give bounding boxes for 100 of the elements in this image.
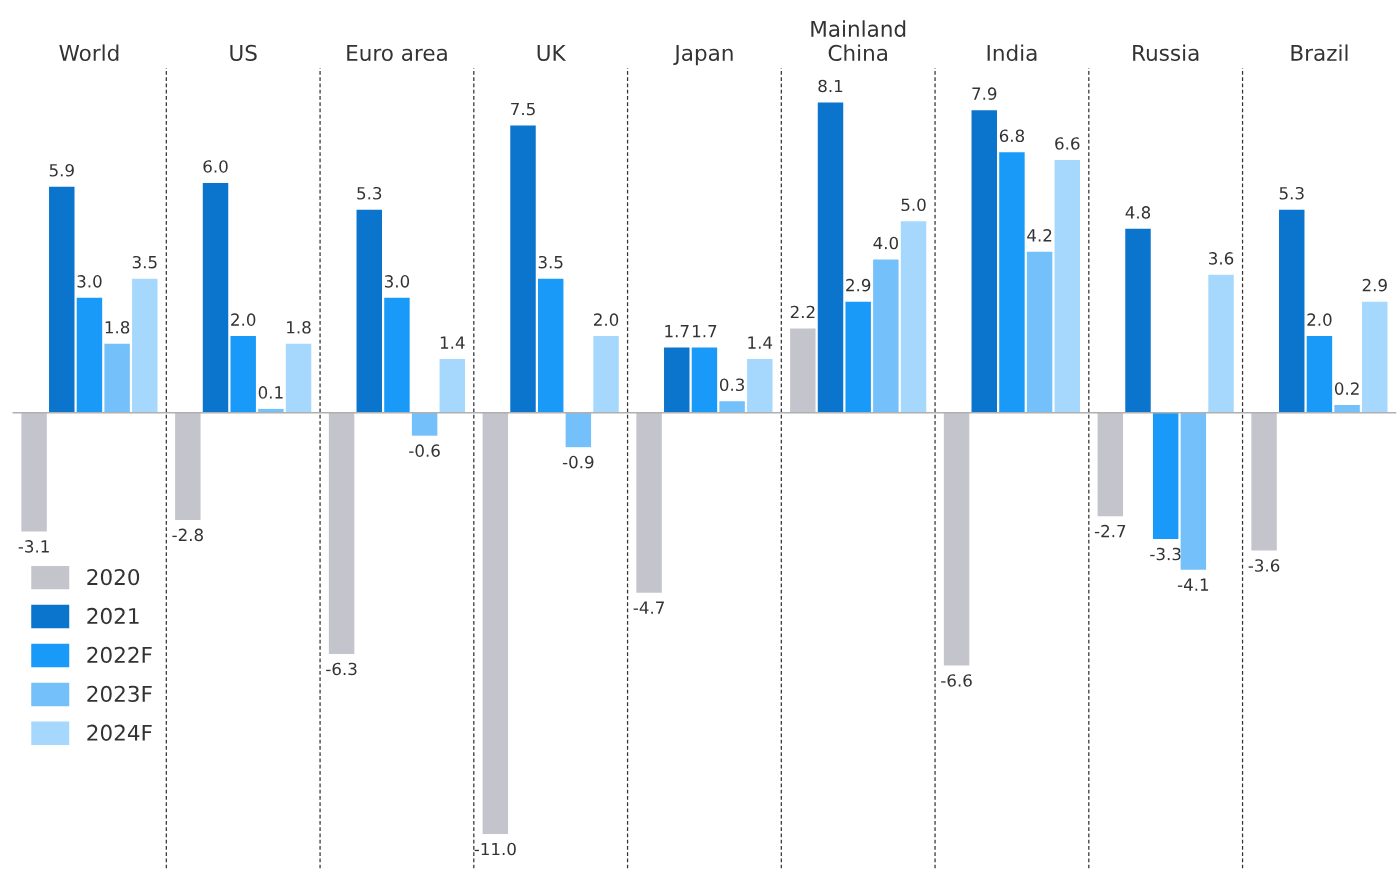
data-label: 2.0 xyxy=(594,313,619,326)
legend-label: 2024F xyxy=(87,724,152,741)
data-label: 4.0 xyxy=(873,236,899,250)
bar xyxy=(1180,412,1207,570)
legend-label: 2021 xyxy=(87,607,139,625)
legend-label: 2022F xyxy=(87,646,152,664)
data-label: -6.3 xyxy=(326,662,357,676)
bar xyxy=(1334,405,1360,413)
x-tick-label: Brazil xyxy=(1291,44,1348,62)
data-label: -6.6 xyxy=(941,674,972,687)
bar xyxy=(593,336,619,413)
bar xyxy=(817,102,844,413)
bar xyxy=(537,278,564,413)
data-label: 5.9 xyxy=(49,163,74,177)
bar xyxy=(21,412,47,532)
bar xyxy=(1279,209,1305,413)
x-tick-label: Mainland China xyxy=(811,20,906,62)
bar xyxy=(999,152,1025,413)
bar xyxy=(1208,274,1234,413)
data-label: 3.5 xyxy=(132,255,157,269)
data-label: 5.0 xyxy=(901,198,926,212)
legend-label: 2020 xyxy=(87,568,140,586)
bar xyxy=(790,328,816,413)
data-label: 1.8 xyxy=(287,320,311,334)
data-label: 0.2 xyxy=(1334,382,1359,395)
data-label: 0.1 xyxy=(258,386,283,399)
bar xyxy=(900,221,927,413)
bar xyxy=(1306,336,1333,413)
bar xyxy=(1026,251,1053,413)
bar xyxy=(719,401,745,413)
data-label: 4.8 xyxy=(1125,206,1151,219)
bar xyxy=(636,412,662,593)
x-tick-label: US xyxy=(230,44,257,62)
data-label: 7.5 xyxy=(511,102,535,116)
data-label: 0.3 xyxy=(719,378,745,392)
data-label: 1.7 xyxy=(665,325,689,338)
bar xyxy=(1152,412,1179,540)
bar xyxy=(747,359,773,413)
data-label: 8.1 xyxy=(818,79,843,93)
data-label: -0.6 xyxy=(409,444,440,457)
bar xyxy=(1054,159,1081,413)
data-label: 6.6 xyxy=(1055,137,1080,150)
data-label: 3.0 xyxy=(384,275,410,288)
x-tick-label: India xyxy=(987,44,1037,62)
bar xyxy=(1362,301,1388,413)
data-label: 1.8 xyxy=(105,320,130,334)
bar xyxy=(285,343,312,413)
bar xyxy=(510,125,536,413)
bar xyxy=(202,182,229,413)
data-label: 7.9 xyxy=(972,87,997,100)
x-tick-label: UK xyxy=(537,45,567,62)
bar xyxy=(104,343,130,413)
bar xyxy=(482,412,509,835)
data-label: 1.4 xyxy=(440,336,465,349)
data-label: -3.1 xyxy=(18,540,49,553)
bar xyxy=(845,301,871,413)
data-label: 3.5 xyxy=(538,255,563,269)
data-label: 6.8 xyxy=(999,129,1025,143)
bar xyxy=(411,412,438,436)
bar xyxy=(664,347,690,413)
data-label: -3.3 xyxy=(1150,547,1181,561)
bar xyxy=(230,336,256,413)
bar xyxy=(49,186,75,413)
data-label: 2.0 xyxy=(1307,313,1332,326)
data-label: -3.6 xyxy=(1248,559,1280,572)
data-label: 4.2 xyxy=(1027,229,1052,242)
data-label: -11.0 xyxy=(474,842,516,856)
data-label: 2.0 xyxy=(231,313,256,326)
x-tick-label: Euro area xyxy=(347,45,447,62)
bar xyxy=(691,347,718,413)
data-label: 5.3 xyxy=(357,186,382,200)
bar xyxy=(1125,228,1151,413)
bar xyxy=(175,412,201,520)
bar xyxy=(76,297,103,413)
bar xyxy=(132,278,158,413)
bar xyxy=(1097,412,1124,517)
data-label: -4.1 xyxy=(1177,578,1209,591)
bar xyxy=(439,359,466,413)
bar xyxy=(873,259,899,413)
legend-label: 2023F xyxy=(87,685,152,702)
bar xyxy=(384,297,410,413)
x-tick-label: Japan xyxy=(673,45,733,66)
data-label: -2.7 xyxy=(1094,524,1126,538)
data-label: 5.3 xyxy=(1279,186,1304,200)
bar xyxy=(356,209,382,413)
bar xyxy=(943,412,970,666)
data-label: 3.6 xyxy=(1209,252,1234,265)
data-label: -2.8 xyxy=(172,528,203,542)
data-label: -4.7 xyxy=(633,601,664,614)
x-tick-label: Russia xyxy=(1133,44,1199,62)
data-label: 3.0 xyxy=(77,275,102,288)
data-label: -0.9 xyxy=(562,455,594,469)
data-label: 2.9 xyxy=(846,278,871,292)
bar xyxy=(971,110,997,413)
data-label: 1.4 xyxy=(748,336,773,349)
data-label: 6.0 xyxy=(203,160,228,173)
data-label: 1.7 xyxy=(693,325,717,338)
x-tick-label: World xyxy=(59,44,119,62)
bar xyxy=(328,412,355,655)
bar xyxy=(565,412,592,448)
